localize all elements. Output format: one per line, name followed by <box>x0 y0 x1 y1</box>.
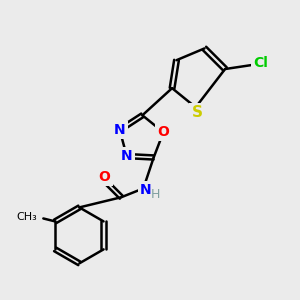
Text: CH₃: CH₃ <box>17 212 38 222</box>
Text: Cl: Cl <box>254 56 268 70</box>
Text: O: O <box>158 125 169 139</box>
Text: S: S <box>192 105 203 120</box>
Text: O: O <box>99 169 110 184</box>
Text: H: H <box>151 188 160 201</box>
Text: N: N <box>140 184 152 197</box>
Text: N: N <box>114 123 125 137</box>
Text: N: N <box>121 149 133 163</box>
